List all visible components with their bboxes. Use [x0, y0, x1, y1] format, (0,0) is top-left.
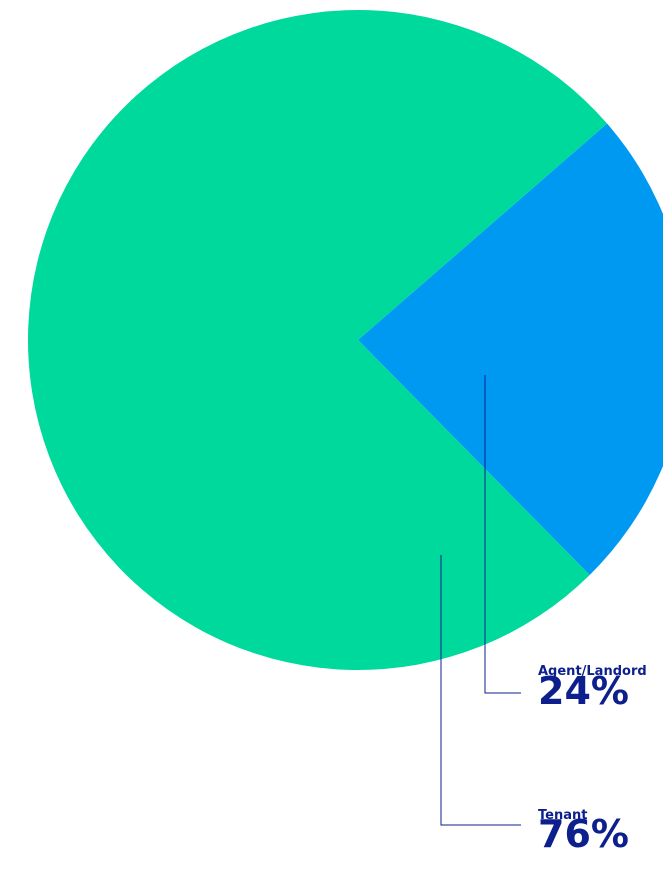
pie-slice-tenant: [27, 10, 608, 671]
slice-value-tenant: 76%: [538, 812, 629, 856]
slices-group: [27, 10, 663, 671]
leader-line-agent-landord: [484, 375, 521, 694]
pie-slice-agent-landord: [358, 123, 663, 575]
slice-label-agent-landord: Agent/Landord: [538, 664, 647, 679]
slice-label-tenant: Tenant: [538, 808, 587, 823]
leader-line-tenant: [440, 555, 521, 826]
slice-value-agent-landord: 24%: [538, 669, 629, 713]
leader-lines-group: [440, 375, 521, 826]
